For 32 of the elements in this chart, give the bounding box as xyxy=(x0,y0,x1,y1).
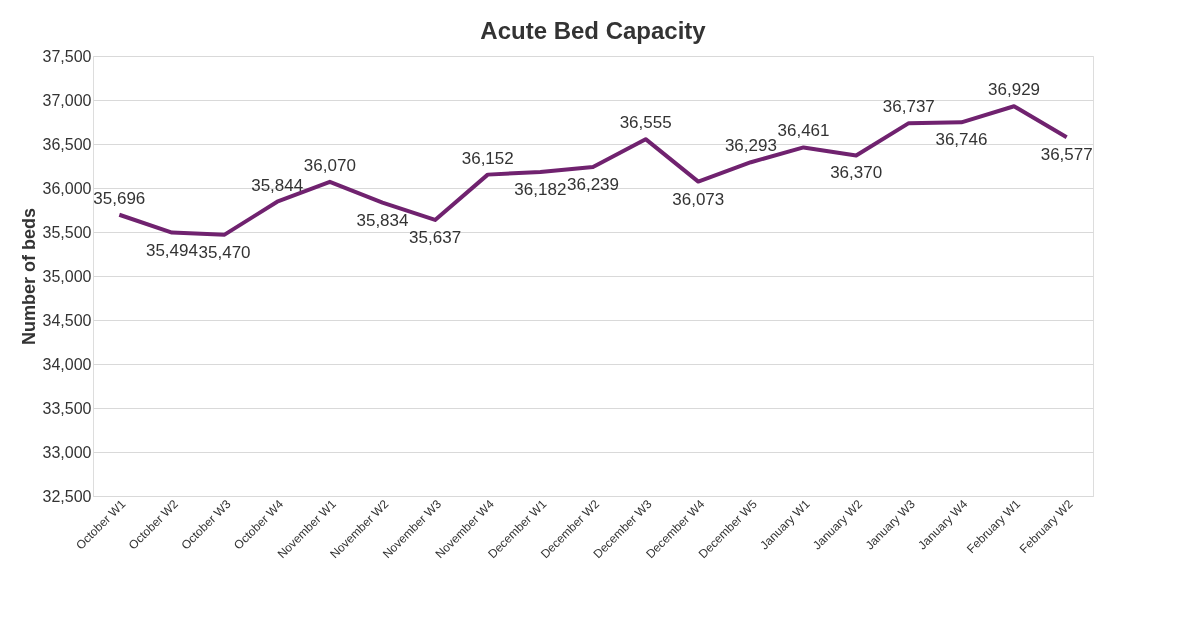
data-label: 36,152 xyxy=(461,148,514,168)
y-tick-label: 34,500 xyxy=(42,311,92,329)
y-tick-label: 35,500 xyxy=(42,223,92,241)
data-label: 36,737 xyxy=(882,97,935,117)
data-label: 35,494 xyxy=(145,240,198,260)
data-label: 36,461 xyxy=(777,121,830,141)
data-label: 35,696 xyxy=(93,188,146,208)
y-tick-label: 37,500 xyxy=(42,47,92,65)
y-tick-label: 36,500 xyxy=(42,135,92,153)
data-label: 36,070 xyxy=(303,155,356,175)
data-label: 35,637 xyxy=(409,227,462,247)
data-label: 35,844 xyxy=(251,175,304,195)
y-tick-label: 34,000 xyxy=(42,355,92,373)
data-label: 36,182 xyxy=(514,179,567,199)
data-label: 36,555 xyxy=(619,113,672,133)
data-label: 36,370 xyxy=(830,163,883,183)
y-tick-label: 33,000 xyxy=(42,443,92,461)
chart-title: Acute Bed Capacity xyxy=(480,17,707,44)
y-tick-label: 32,500 xyxy=(42,487,92,505)
data-label: 35,834 xyxy=(356,210,409,230)
data-label: 36,929 xyxy=(988,80,1041,100)
data-label: 36,577 xyxy=(1040,145,1093,165)
data-label: 36,293 xyxy=(724,136,777,156)
y-axis-title: Number of beds xyxy=(18,207,39,346)
data-label: 35,470 xyxy=(198,242,251,262)
data-label: 36,073 xyxy=(672,189,725,209)
data-label: 36,239 xyxy=(567,174,619,194)
y-tick-label: 37,000 xyxy=(42,91,92,109)
y-tick-label: 35,000 xyxy=(42,267,92,285)
y-tick-label: 36,000 xyxy=(42,179,92,197)
y-tick-label: 33,500 xyxy=(42,399,92,417)
data-label: 36,746 xyxy=(935,130,988,150)
